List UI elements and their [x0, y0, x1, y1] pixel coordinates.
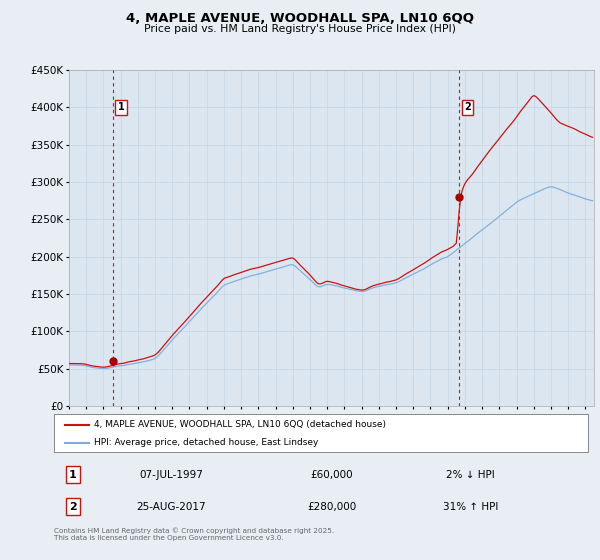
Text: 2: 2	[464, 102, 471, 113]
Text: 25-AUG-2017: 25-AUG-2017	[137, 502, 206, 511]
Text: 2: 2	[69, 502, 77, 511]
Text: 2% ↓ HPI: 2% ↓ HPI	[446, 470, 495, 479]
Text: 07-JUL-1997: 07-JUL-1997	[140, 470, 203, 479]
Text: 4, MAPLE AVENUE, WOODHALL SPA, LN10 6QQ: 4, MAPLE AVENUE, WOODHALL SPA, LN10 6QQ	[126, 12, 474, 25]
Text: 31% ↑ HPI: 31% ↑ HPI	[443, 502, 498, 511]
Text: Price paid vs. HM Land Registry's House Price Index (HPI): Price paid vs. HM Land Registry's House …	[144, 24, 456, 34]
Text: Contains HM Land Registry data © Crown copyright and database right 2025.
This d: Contains HM Land Registry data © Crown c…	[54, 528, 334, 541]
Text: 4, MAPLE AVENUE, WOODHALL SPA, LN10 6QQ (detached house): 4, MAPLE AVENUE, WOODHALL SPA, LN10 6QQ …	[94, 420, 386, 429]
Text: 1: 1	[118, 102, 125, 113]
Text: HPI: Average price, detached house, East Lindsey: HPI: Average price, detached house, East…	[94, 438, 319, 447]
Text: £60,000: £60,000	[310, 470, 353, 479]
Text: 1: 1	[69, 470, 77, 479]
Text: £280,000: £280,000	[307, 502, 356, 511]
